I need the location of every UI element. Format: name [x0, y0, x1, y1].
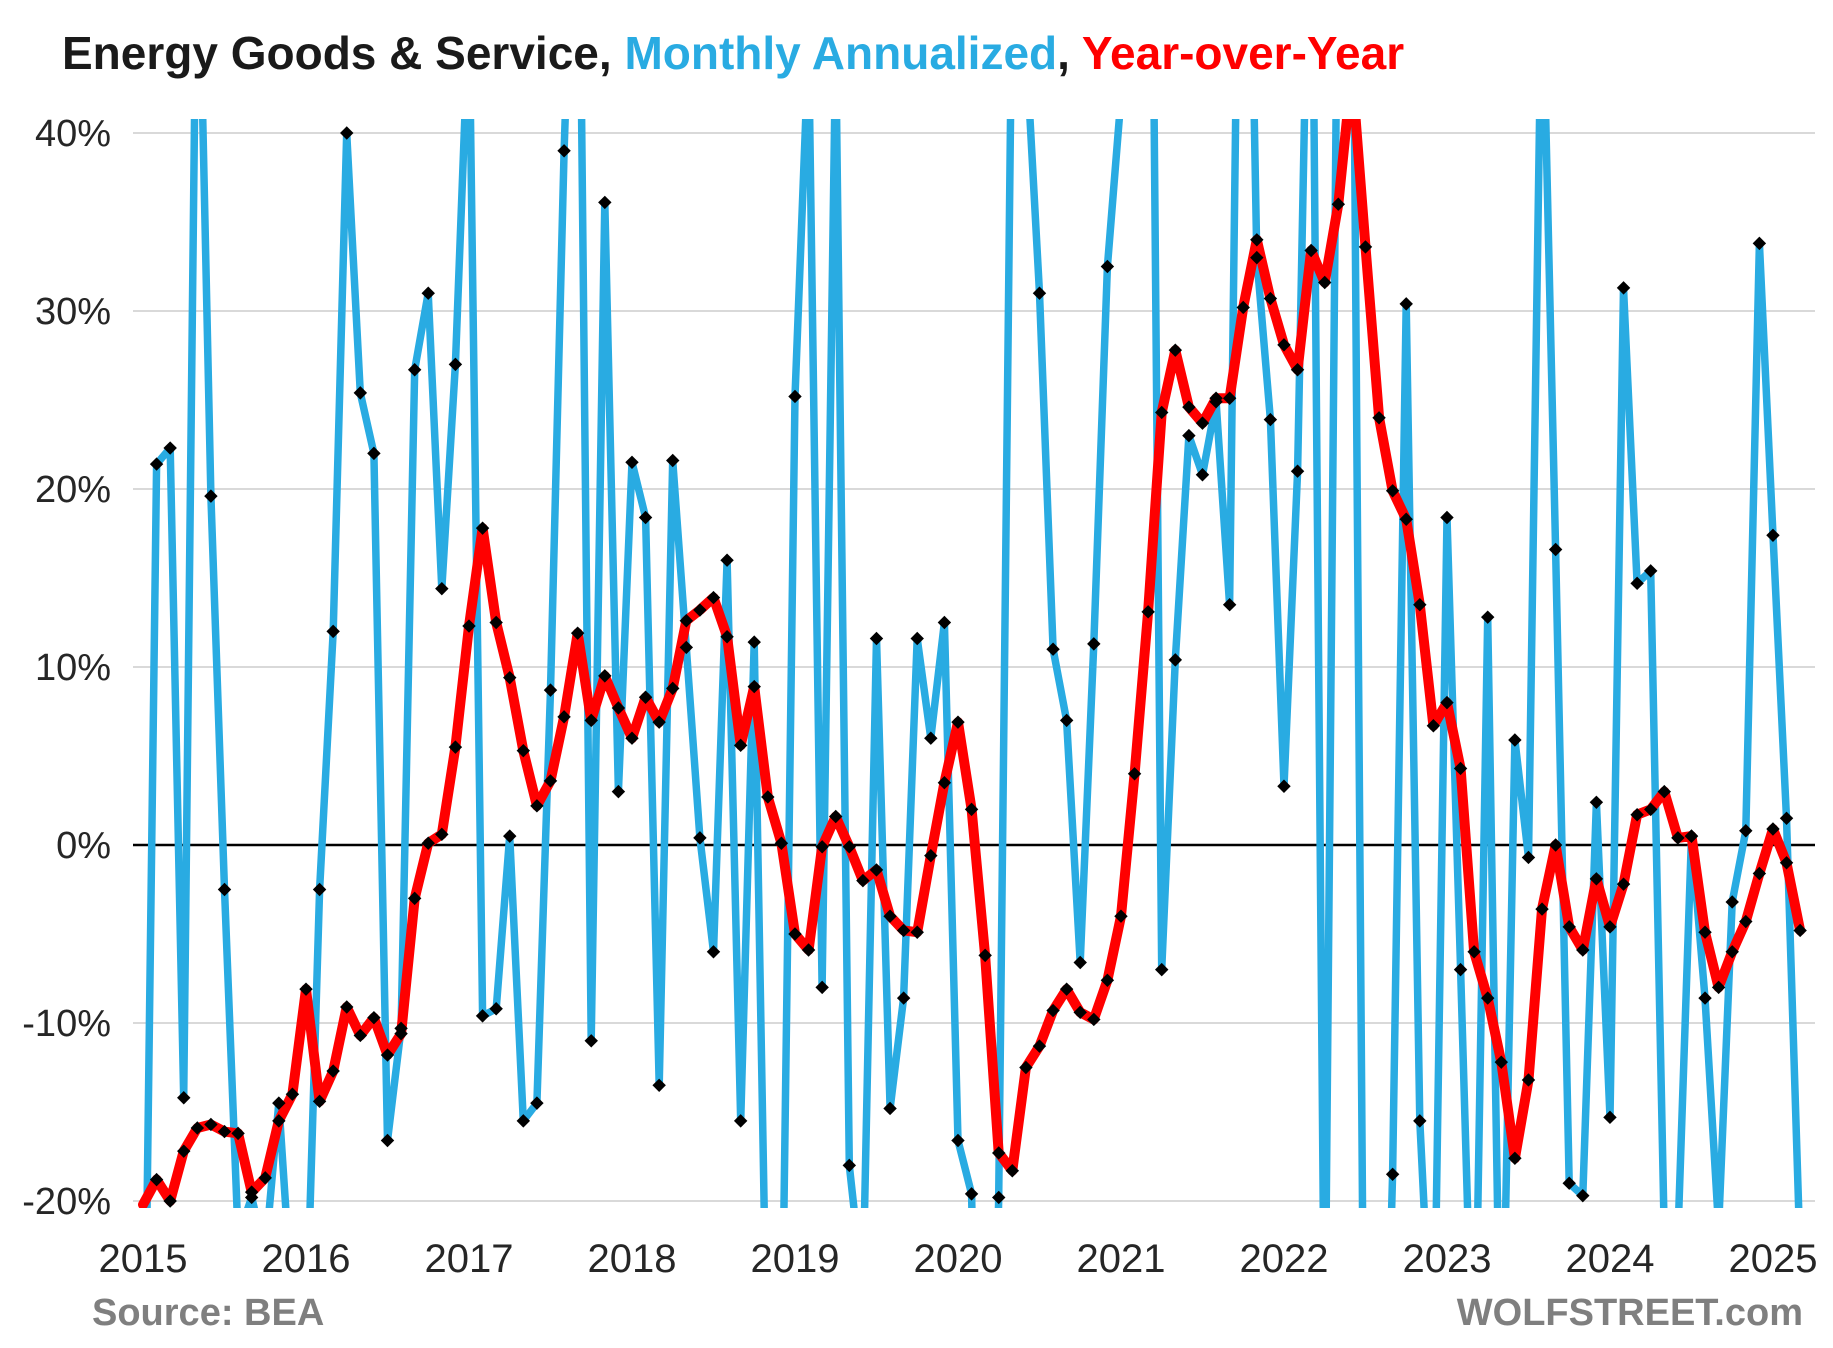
svg-text:2020: 2020 [913, 1237, 1002, 1281]
svg-text:10%: 10% [35, 647, 111, 689]
svg-text:40%: 40% [35, 113, 111, 155]
title-legend-monthly: Monthly Annualized [624, 27, 1058, 79]
title-legend-yoy: Year-over-Year [1081, 27, 1405, 79]
title-sep1: , [598, 27, 625, 79]
title-sep2: , [1057, 27, 1082, 79]
svg-text:2021: 2021 [1076, 1237, 1165, 1281]
svg-text:2017: 2017 [424, 1237, 513, 1281]
svg-text:30%: 30% [35, 291, 111, 333]
svg-text:2024: 2024 [1565, 1237, 1654, 1281]
brand-watermark: WOLFSTREET.com [1456, 1292, 1803, 1334]
svg-text:2022: 2022 [1239, 1237, 1328, 1281]
svg-text:2016: 2016 [262, 1237, 351, 1281]
svg-text:-20%: -20% [22, 1181, 111, 1223]
svg-text:2025: 2025 [1728, 1237, 1817, 1281]
svg-text:2019: 2019 [750, 1237, 839, 1281]
svg-text:2015: 2015 [99, 1237, 188, 1281]
chart-title: Energy Goods & Service, Monthly Annualiz… [62, 26, 1404, 80]
svg-text:2018: 2018 [587, 1237, 676, 1281]
svg-text:0%: 0% [56, 825, 111, 867]
source-attribution: Source: BEA [92, 1292, 325, 1334]
svg-text:-10%: -10% [22, 1003, 111, 1045]
svg-text:2023: 2023 [1402, 1237, 1491, 1281]
svg-text:20%: 20% [35, 469, 111, 511]
title-main: Energy Goods & Service [62, 27, 599, 79]
